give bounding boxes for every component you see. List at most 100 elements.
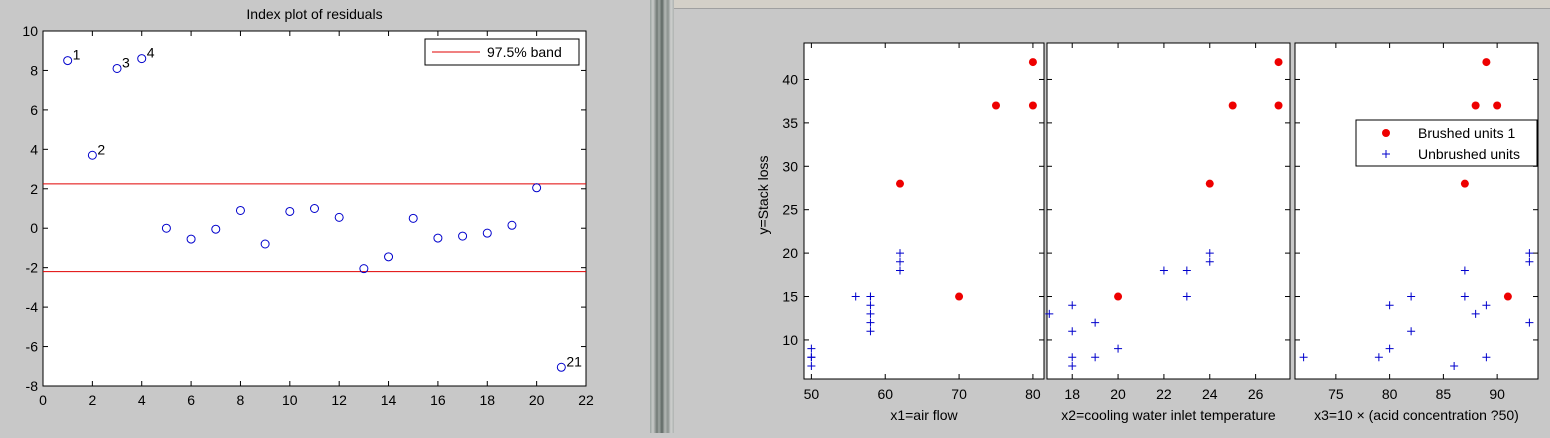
x-tick-label: 2	[88, 392, 96, 408]
brushed-point	[1493, 101, 1502, 110]
unbrushed-point	[1385, 344, 1394, 353]
unbrushed-point	[807, 344, 816, 353]
residual-point	[137, 54, 147, 64]
window-splitter[interactable]	[650, 0, 674, 433]
unbrushed-point	[866, 318, 875, 327]
unbrushed-point	[1482, 301, 1491, 310]
unbrushed-point	[1205, 249, 1214, 258]
unbrushed-point	[1299, 353, 1308, 362]
residual-point	[408, 213, 418, 223]
residual-point	[260, 239, 270, 249]
residual-point	[433, 233, 443, 243]
legend-brushed-marker	[1382, 129, 1390, 137]
x-tick-label: 85	[1436, 386, 1452, 402]
residual-point	[285, 206, 295, 216]
scatter-matrix-figure: 50 60 70 80 x1=air flow 18 20 22 24 26 x2=cooling …	[674, 0, 1550, 433]
legend-box	[1355, 119, 1538, 167]
x-axis-label: x1=air flow	[890, 407, 958, 423]
brushed-point	[1503, 292, 1512, 301]
y-tick-label: 30	[782, 158, 798, 174]
x-tick-label: 75	[1328, 386, 1344, 402]
unbrushed-point	[1068, 327, 1077, 336]
residual-point	[556, 362, 566, 372]
scatter-panel-1	[803, 42, 1045, 380]
y-tick-label: 0	[30, 220, 38, 236]
x-tick-label: 60	[877, 386, 893, 402]
legend-band-label: 97.5% band	[487, 44, 562, 60]
point-label: 21	[566, 353, 582, 369]
y-tick-label: 15	[782, 289, 798, 305]
legend-brushed-label: Brushed units 1	[1418, 125, 1515, 141]
unbrushed-point	[1450, 361, 1459, 370]
residual-point	[112, 63, 122, 73]
y-tick-label: 8	[30, 62, 38, 78]
unbrushed-point	[1182, 292, 1191, 301]
unbrushed-point	[1525, 318, 1534, 327]
plot-area	[42, 30, 587, 387]
residual-point	[63, 56, 73, 66]
unbrushed-point	[1205, 257, 1214, 266]
unbrushed-point	[1525, 257, 1534, 266]
residual-point	[310, 204, 319, 213]
x-tick-label: 70	[951, 386, 967, 402]
point-label: 1	[73, 47, 81, 63]
unbrushed-point	[807, 353, 816, 362]
brushed-point	[1482, 58, 1491, 67]
y-tick-label: 20	[782, 245, 798, 261]
legend-unbrushed-label: Unbrushed units	[1418, 146, 1520, 162]
brushed-point	[1205, 179, 1214, 188]
y-tick-label: -6	[26, 339, 39, 355]
unbrushed-point	[1091, 318, 1100, 327]
point-label: 3	[122, 54, 130, 70]
residual-point	[161, 223, 171, 233]
unbrushed-point	[1385, 301, 1394, 310]
unbrushed-point	[1091, 353, 1100, 362]
x-tick-label: 8	[237, 392, 245, 408]
residual-point	[211, 224, 221, 234]
unbrushed-point	[1460, 266, 1469, 275]
y-tick-label: 40	[782, 71, 798, 87]
unbrushed-point	[1407, 292, 1416, 301]
x-tick-label: 24	[1202, 386, 1218, 402]
x-tick-label: 22	[578, 392, 594, 408]
brushed-point	[1274, 58, 1283, 67]
residual-point	[87, 150, 97, 160]
unbrushed-point	[1068, 301, 1077, 310]
x-axis-label: x2=cooling water inlet temperature	[1061, 407, 1276, 423]
legend-unbrushed-marker	[1382, 150, 1390, 158]
figure-toolbar	[674, 0, 1550, 9]
scatter-panel-3	[1294, 42, 1539, 380]
unbrushed-point	[1068, 353, 1077, 362]
x-axis-label: x3=10 × (acid concentration ?50)	[1314, 407, 1519, 423]
x-tick-label: 20	[1110, 386, 1126, 402]
unbrushed-point	[1114, 344, 1123, 353]
unbrushed-point	[866, 309, 875, 318]
y-tick-label: 10	[782, 332, 798, 348]
y-tick-label: -2	[26, 260, 39, 276]
residual-point	[235, 205, 245, 215]
x-tick-label: 18	[1064, 386, 1080, 402]
x-tick-label: 20	[529, 392, 545, 408]
brushed-point	[1274, 101, 1283, 110]
unbrushed-point	[896, 257, 904, 266]
residual-point	[186, 234, 196, 244]
unbrushed-point	[1482, 353, 1491, 362]
y-axis-label: y=Stack loss	[755, 156, 771, 235]
x-tick-label: 90	[1489, 386, 1505, 402]
x-tick-label: 4	[138, 392, 146, 408]
brushed-point	[1028, 58, 1037, 67]
unbrushed-point	[851, 292, 860, 301]
x-tick-label: 80	[1025, 386, 1041, 402]
x-tick-label: 0	[39, 392, 47, 408]
unbrushed-point	[866, 292, 875, 301]
y-tick-label: 6	[30, 102, 38, 118]
unbrushed-point	[866, 301, 875, 310]
unbrushed-point	[1471, 309, 1480, 318]
residual-point	[482, 228, 492, 238]
residual-plot-figure: Index plot of residuals 0 2 4 6 8 10 12 14 16 18 20…	[0, 0, 650, 433]
unbrushed-point	[1182, 266, 1191, 275]
brushed-point	[1460, 179, 1469, 188]
chart-title: Index plot of residuals	[246, 6, 382, 22]
residual-point	[507, 220, 517, 230]
x-tick-label: 14	[381, 392, 397, 408]
